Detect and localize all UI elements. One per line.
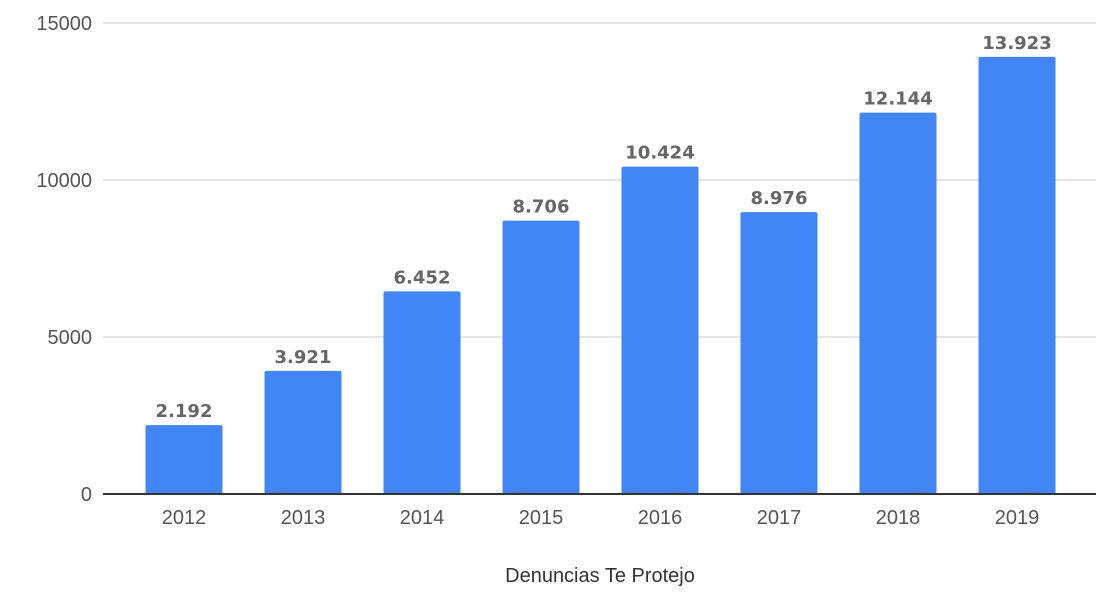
bar <box>978 56 1056 494</box>
x-tick-label: 2016 <box>638 507 683 529</box>
data-label: 6.452 <box>394 267 451 288</box>
data-label: 3.921 <box>275 347 332 368</box>
y-tick-label: 15000 <box>36 13 92 35</box>
bar <box>383 291 461 494</box>
data-labels: 2.192 3.921 6.452 8.706 10.424 8.976 12.144 13.… <box>156 33 1052 422</box>
y-axis-tick-labels: 0 5000 10000 15000 <box>36 13 92 506</box>
bar <box>859 112 937 494</box>
x-axis-tick-labels: 2012 2013 2014 2015 2016 2017 2018 2019 <box>162 507 1040 529</box>
x-axis-title: Denuncias Te Protejo <box>505 565 695 587</box>
x-tick-label: 2012 <box>162 507 207 529</box>
x-tick-label: 2019 <box>995 507 1040 529</box>
data-label: 12.144 <box>863 89 932 110</box>
data-label: 8.976 <box>751 188 808 209</box>
data-label: 2.192 <box>156 401 213 422</box>
data-label: 8.706 <box>513 197 570 218</box>
bar <box>264 370 342 494</box>
y-tick-label: 5000 <box>48 327 93 349</box>
x-tick-label: 2014 <box>400 507 445 529</box>
bars <box>145 56 1056 495</box>
x-tick-label: 2018 <box>876 507 921 529</box>
data-label: 13.923 <box>982 33 1051 54</box>
y-tick-label: 0 <box>81 484 92 506</box>
bar <box>145 425 223 494</box>
y-tick-label: 10000 <box>36 170 92 192</box>
x-tick-label: 2017 <box>757 507 802 529</box>
data-label: 10.424 <box>625 143 694 164</box>
x-tick-label: 2015 <box>519 507 564 529</box>
bar <box>740 212 818 494</box>
x-tick-label: 2013 <box>281 507 326 529</box>
bar <box>621 166 699 494</box>
bar <box>502 220 580 495</box>
gridlines <box>103 22 1096 338</box>
